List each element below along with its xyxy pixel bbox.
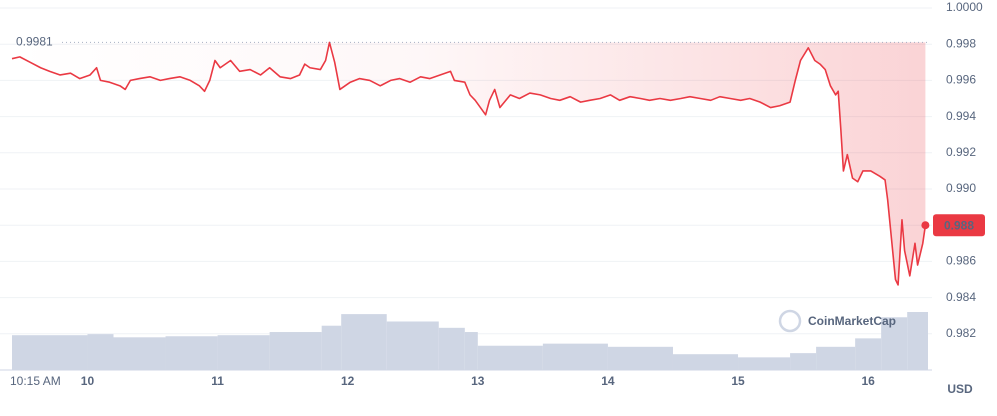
volume-bar (907, 312, 928, 370)
y-tick-label: 0.986 (946, 254, 976, 268)
x-tick-label: 16 (861, 374, 875, 388)
volume-bar (477, 345, 543, 370)
volume-bar (87, 334, 114, 370)
x-tick-label: 14 (601, 374, 615, 388)
volume-bar (816, 346, 856, 370)
x-tick-label: 13 (471, 374, 485, 388)
unit-label: USD (947, 382, 973, 396)
volume-bar (12, 335, 88, 370)
volume-bar (165, 336, 218, 370)
overlay-layer: 0.9981 0.988 (16, 35, 985, 237)
volume-bar (464, 332, 478, 370)
price-badge (933, 214, 985, 237)
volume-bar (341, 314, 387, 370)
y-tick-label: 0.990 (946, 181, 976, 195)
price-layer (11, 41, 927, 286)
x-tick-label: 10:15 AM (10, 374, 61, 388)
x-tick-label: 10 (81, 374, 95, 388)
x-tick-label: 12 (341, 374, 355, 388)
watermark: CoinMarketCap (808, 314, 896, 328)
volume-bar (881, 317, 908, 370)
x-tick-label: 11 (211, 374, 224, 388)
y-tick-label: 0.992 (946, 145, 976, 159)
volume-bar (855, 338, 882, 370)
watermark-logo (778, 309, 802, 333)
max-label: 0.9981 (16, 35, 53, 49)
y-tick-label: 0.998 (946, 36, 976, 50)
volume-bar (113, 337, 166, 370)
volume-bar (438, 327, 465, 370)
volume-bar (607, 346, 673, 370)
x-tick-label: 15 (731, 374, 745, 388)
volume-bar (738, 357, 791, 370)
volume-bar (672, 354, 739, 370)
last-point (921, 221, 930, 230)
price-badge-label: 0.988 (944, 218, 974, 232)
volume-layer: CoinMarketCap (12, 309, 928, 370)
y-tick-label: 1.0000 (946, 0, 983, 14)
y-tick-label: 0.984 (946, 290, 976, 304)
volume-bar (321, 325, 342, 370)
price-area (12, 42, 926, 285)
price-line (11, 41, 927, 286)
volume-bar (542, 343, 608, 370)
volume-bar (217, 335, 270, 370)
y-tick-label: 0.996 (946, 73, 976, 87)
volume-bar (790, 353, 817, 370)
y-tick-label: 0.982 (946, 326, 976, 340)
volume-bar (386, 321, 439, 370)
volume-bar (269, 332, 322, 370)
y-tick-label: 0.994 (946, 109, 976, 123)
